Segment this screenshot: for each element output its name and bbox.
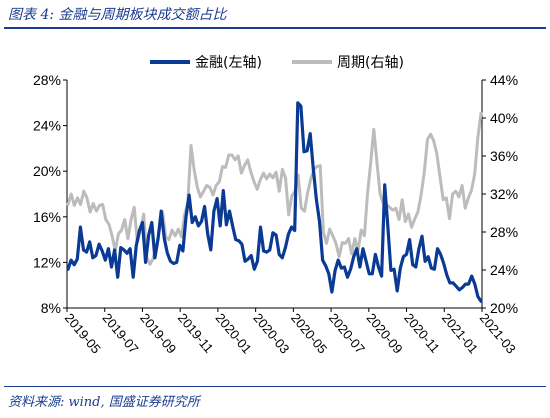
left-axis-ticks: 8% 12% 16% 20% 24% 28% [33,72,67,316]
x-tick-label: 2021-03 [477,310,519,356]
x-tick-label: 2020-07 [326,310,368,356]
x-tick-label: 2020-05 [288,310,330,356]
x-tick-label: 2020-09 [364,310,406,356]
left-tick-label: 20% [33,163,61,179]
source-note: 资料来源: wind, 国盛证券研究所 [8,395,200,410]
legend-label: 金融(左轴) [195,55,262,71]
chart-legend: 金融(左轴) 周期(右轴) [150,55,404,71]
x-tick-label: 2019-09 [137,310,179,356]
series-line [66,101,483,303]
right-tick-label: 40% [490,110,518,126]
x-tick-label: 2019-11 [175,310,217,355]
x-tick-label: 2021-01 [439,310,481,356]
figure-title: 图表 4: 金融与周期板块成交额占比 [8,7,227,23]
source-divider [4,386,546,387]
x-tick-label: 2020-03 [250,310,292,356]
series-lines [66,101,483,303]
x-tick-label: 2019-05 [62,310,104,356]
title-divider [4,27,546,29]
right-tick-label: 28% [490,224,518,240]
legend-label: 周期(右轴) [337,55,404,71]
x-tick-label: 2019-07 [99,310,141,356]
right-tick-label: 44% [490,72,518,88]
left-tick-label: 16% [33,209,61,225]
right-tick-label: 24% [490,262,518,278]
right-axis-ticks: 20% 24% 28% 32% 36% 40% 44% [482,72,518,316]
left-tick-label: 28% [33,72,61,88]
left-tick-label: 8% [41,300,61,316]
right-tick-label: 32% [490,186,518,202]
x-tick-label: 2020-11 [401,310,443,355]
left-tick-label: 24% [33,118,61,134]
x-axis-ticks: 2019-052019-072019-092019-112020-012020-… [62,308,519,356]
right-tick-label: 36% [490,148,518,164]
left-tick-label: 12% [33,254,61,270]
right-tick-label: 20% [490,300,518,316]
x-tick-label: 2020-01 [213,310,255,356]
